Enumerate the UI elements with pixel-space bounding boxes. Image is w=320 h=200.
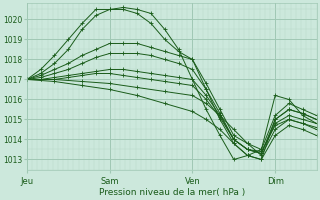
X-axis label: Pression niveau de la mer( hPa ): Pression niveau de la mer( hPa ) bbox=[99, 188, 245, 197]
